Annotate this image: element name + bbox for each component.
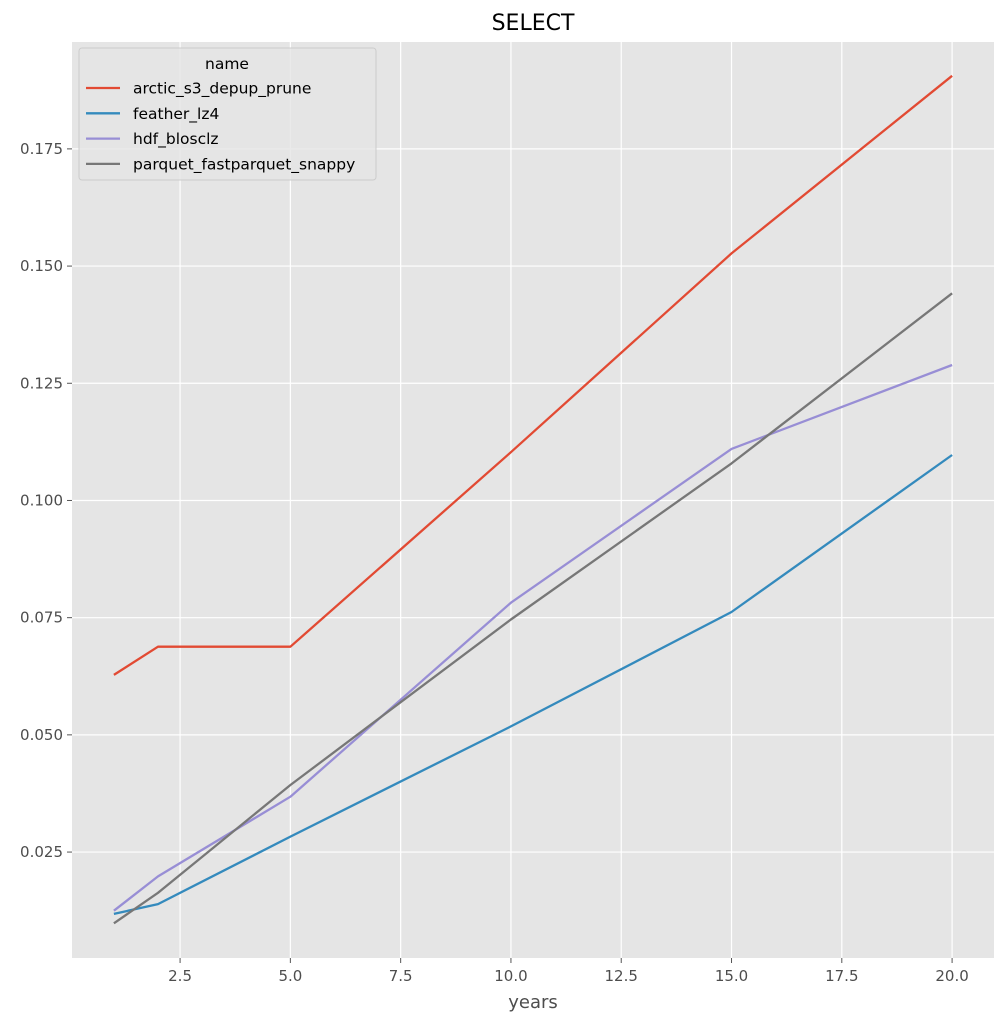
- x-tick-label: 5.0: [278, 967, 302, 985]
- x-tick-label: 7.5: [389, 967, 413, 985]
- x-tick-label: 17.5: [825, 967, 858, 985]
- legend-box: [78, 47, 377, 181]
- y-tick-label: 0.100: [20, 491, 63, 509]
- y-tick-label: 0.025: [20, 843, 63, 861]
- x-tick-label: 15.0: [715, 967, 748, 985]
- series-line-parquet_fastparquet_snappy: [113, 292, 953, 925]
- legend-title: name: [205, 55, 249, 73]
- x-tick-label: 12.5: [605, 967, 638, 985]
- grid: [72, 42, 994, 958]
- x-axis-label: years: [508, 992, 558, 1013]
- legend-label: parquet_fastparquet_snappy: [133, 155, 355, 174]
- y-tick-label: 0.150: [20, 257, 63, 275]
- x-tick-label: 2.5: [168, 967, 192, 985]
- x-tick-label: 20.0: [935, 967, 968, 985]
- x-axis-ticks: 2.5 5.0 7.5 10.0 12.5 15.0 17.5 20.0: [168, 958, 969, 985]
- series-line-arctic_s3_depup_prune: [113, 74, 953, 676]
- legend: name arctic_s3_depup_prune feather_lz4hdf…: [78, 47, 377, 181]
- legend-label: hdf_blosclz: [133, 130, 219, 149]
- series-line-feather_lz4: [113, 454, 953, 916]
- chart-title: SELECT: [492, 11, 575, 36]
- y-axis-ticks: 0.025 0.050 0.075 0.100 0.125 0.150 0.175: [20, 140, 72, 861]
- x-tick-label: 10.0: [494, 967, 527, 985]
- series-layer: [113, 74, 953, 925]
- legend-label: feather_lz4: [133, 105, 219, 124]
- legend-items: arctic_s3_depup_prune feather_lz4 hdf_blos…: [86, 80, 355, 174]
- y-tick-label: 0.075: [20, 609, 63, 627]
- y-tick-label: 0.125: [20, 374, 63, 392]
- y-tick-label: 0.050: [20, 726, 63, 744]
- legend-label: arctic_s3_depup_prune: [133, 80, 311, 99]
- y-tick-label: 0.175: [20, 140, 63, 158]
